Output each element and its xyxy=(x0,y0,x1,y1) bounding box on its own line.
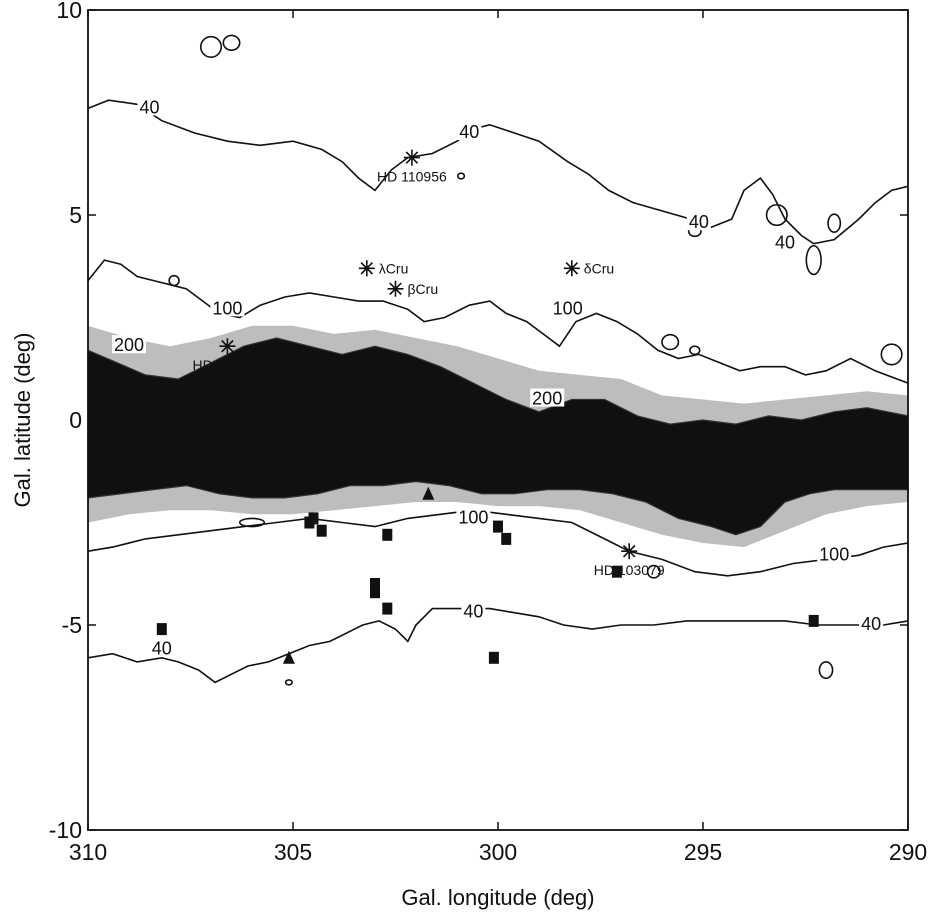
square-marker-8 xyxy=(488,651,499,664)
contour-island-1 xyxy=(222,34,241,51)
contour-label-12: 40 xyxy=(861,614,881,634)
contour-label-6: 200 xyxy=(114,335,144,355)
square-marker-12 xyxy=(808,614,819,627)
y-axis-title: Gal. latitude (deg) xyxy=(10,333,35,508)
y-tick-label-1: 5 xyxy=(69,202,82,228)
contour-label-bg-11 xyxy=(149,638,174,657)
contour-100-north xyxy=(87,259,909,384)
y-tick-label-2: 0 xyxy=(69,407,82,433)
square-marker-7 xyxy=(156,623,167,636)
dense-emission-band xyxy=(87,337,909,536)
axes-layer: 310 305 300 295 290 10 5 0 -5 -10 xyxy=(49,0,927,865)
contour-label-bg-2 xyxy=(686,212,711,231)
contour-island-6 xyxy=(827,213,842,234)
star-marker-4 xyxy=(219,338,236,355)
star-label-3: δCru xyxy=(584,260,614,276)
contour-island-8 xyxy=(661,333,680,351)
contour-island-14 xyxy=(284,679,293,686)
contour-island-4 xyxy=(765,203,788,227)
contour-label-10: 40 xyxy=(463,602,483,622)
x-tick-label-4: 290 xyxy=(889,839,927,865)
contour-label-11: 40 xyxy=(152,639,172,659)
contour-island-11 xyxy=(238,517,266,528)
x-tick-label-3: 295 xyxy=(684,839,722,865)
contour-label-7: 200 xyxy=(532,389,562,409)
contour-label-4: 100 xyxy=(212,298,242,318)
star-label-5: HD 103079 xyxy=(594,562,665,578)
star-label-4: HD 116087 xyxy=(193,357,263,373)
square-marker-11 xyxy=(611,565,622,578)
star-marker-3 xyxy=(563,260,580,277)
contour-island-13 xyxy=(818,661,834,680)
contour-label-bg-4 xyxy=(210,298,245,317)
contour-100-south xyxy=(87,509,909,577)
square-marker-4 xyxy=(370,578,380,590)
contour-label-bg-9 xyxy=(817,544,852,563)
contour-label-0: 40 xyxy=(139,97,159,117)
contour-label-bg-6 xyxy=(112,335,146,354)
y-tick-label-3: -5 xyxy=(62,612,82,638)
square-marker-1 xyxy=(308,512,319,525)
contour-label-1: 40 xyxy=(459,122,479,142)
square-marker-5 xyxy=(370,586,380,599)
star-marker-2 xyxy=(387,280,404,297)
star-marker-1 xyxy=(358,260,375,277)
square-marker-10 xyxy=(501,532,512,545)
star-label-1: λCru xyxy=(379,260,409,276)
contour-label-5: 100 xyxy=(553,298,583,318)
y-tick-label-4: -10 xyxy=(49,817,82,843)
contour-40-north xyxy=(87,99,909,245)
contour-label-3: 40 xyxy=(775,233,795,253)
contour-label-bg-7 xyxy=(530,388,565,407)
contour-label-bg-3 xyxy=(773,232,797,251)
y-tick-label-0: 10 xyxy=(56,0,82,23)
markers-layer: HD 110956 λCru βCru δCru HD 116087 HD 103079 xyxy=(156,149,819,664)
contour-label-bg-8 xyxy=(456,507,491,526)
contour-label-bg-0 xyxy=(137,97,162,116)
contour-island-7 xyxy=(168,274,180,287)
contour-label-8: 100 xyxy=(458,507,488,527)
contour-label-bg-12 xyxy=(859,614,884,632)
contour-label-2: 40 xyxy=(689,212,709,232)
x-tick-label-2: 300 xyxy=(479,839,517,865)
contour-labels-layer: 40 40 40 40 100 100 200 200 100 100 40 40 40 xyxy=(112,97,884,659)
star-label-0: HD 110956 xyxy=(377,169,447,185)
x-tick-label-1: 305 xyxy=(274,839,312,865)
square-marker-2 xyxy=(316,524,327,537)
contour-label-bg-10 xyxy=(461,601,486,620)
star-marker-0 xyxy=(403,149,420,166)
triangle-marker-0 xyxy=(422,486,435,500)
x-axis-title: Gal. longitude (deg) xyxy=(401,885,594,910)
contour-40-south xyxy=(87,607,909,684)
contour-island-0 xyxy=(199,35,223,58)
square-marker-3 xyxy=(382,528,393,541)
star-label-2: βCru xyxy=(408,281,439,297)
contour-label-bg-1 xyxy=(457,122,482,140)
contour-label-bg-5 xyxy=(550,298,585,317)
square-marker-9 xyxy=(493,520,503,533)
contour-island-10 xyxy=(880,343,903,366)
contour-island-9 xyxy=(689,345,701,356)
star-marker-5 xyxy=(621,543,638,560)
contour-label-9: 100 xyxy=(819,544,849,564)
x-tick-label-0: 310 xyxy=(69,839,107,865)
square-marker-6 xyxy=(382,602,393,615)
triangle-marker-1 xyxy=(282,650,295,664)
contour-island-5 xyxy=(805,244,822,276)
emission-band-layer xyxy=(87,325,909,548)
contour-island-2 xyxy=(457,172,466,180)
contour-island-12 xyxy=(646,564,661,579)
